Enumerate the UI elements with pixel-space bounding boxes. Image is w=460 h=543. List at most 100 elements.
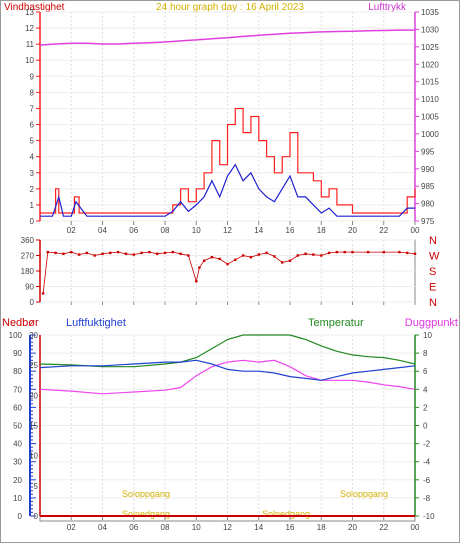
temperature-tick-label: -4 bbox=[423, 458, 431, 467]
y-right-tick-label: 1025 bbox=[421, 43, 439, 52]
temperature-tick-label: 4 bbox=[423, 385, 428, 394]
x-tick-label: 02 bbox=[67, 523, 76, 532]
temperature-axis-title: Temperatur bbox=[308, 317, 364, 329]
y-left-tick-label: 9 bbox=[30, 72, 35, 81]
temperature-series-line bbox=[39, 334, 416, 368]
x-tick-label: 10 bbox=[192, 523, 201, 532]
y-right-tick-label: 1005 bbox=[421, 113, 439, 122]
x-tick-label: 08 bbox=[161, 226, 170, 235]
y-left-tick-label: 0 bbox=[30, 217, 35, 226]
y-left-tick-label: 180 bbox=[21, 267, 35, 276]
x-tick-label: 00 bbox=[411, 226, 420, 235]
y-left-tick-label: 5 bbox=[30, 137, 35, 146]
compass-label: W bbox=[429, 251, 440, 263]
direction-point bbox=[41, 292, 45, 295]
x-tick-label: 18 bbox=[317, 523, 326, 532]
axes-layer: 0123456789101112139759809859909951000100… bbox=[9, 8, 440, 532]
wind-speed-axis-title: Vindhastighet bbox=[4, 2, 65, 13]
x-tick-label: 16 bbox=[286, 226, 295, 235]
x-tick-label: 08 bbox=[161, 523, 170, 532]
precip-tick-label: 25 bbox=[29, 361, 38, 370]
y-left-tick-label: 6 bbox=[30, 121, 35, 130]
x-tick-label: 18 bbox=[317, 226, 326, 235]
precip-tick-label: 0 bbox=[34, 512, 39, 521]
compass-label: E bbox=[429, 282, 436, 294]
y-left-tick-label: 4 bbox=[30, 153, 35, 162]
y-left-tick-label: 360 bbox=[21, 236, 35, 245]
y-right-tick-label: 985 bbox=[421, 182, 435, 191]
precip-tick-label: 15 bbox=[29, 422, 38, 431]
y-left-tick-label: 13 bbox=[25, 8, 34, 17]
humidity-tick-label: 20 bbox=[13, 476, 22, 485]
y-right-tick-label: 990 bbox=[421, 165, 435, 174]
humidity-axis-title: Luftfuktighet bbox=[66, 317, 126, 329]
precip-tick-label: 5 bbox=[34, 482, 39, 491]
humidity-tick-label: 100 bbox=[9, 331, 23, 340]
x-tick-label: 12 bbox=[223, 523, 232, 532]
y-left-tick-label: 270 bbox=[21, 252, 35, 261]
sunset-label-mid: Solnedgang bbox=[262, 509, 310, 519]
y-left-tick-label: 1 bbox=[30, 201, 35, 210]
humidity-tick-label: 50 bbox=[13, 422, 22, 431]
direction-series-line bbox=[42, 251, 416, 294]
x-tick-label: 12 bbox=[223, 226, 232, 235]
sunrise-label: Soloppgang bbox=[122, 489, 170, 499]
precip-tick-label: 30 bbox=[29, 331, 38, 340]
pressure-series-line bbox=[39, 29, 415, 46]
sunrise-label-right: Soloppgang bbox=[340, 489, 388, 499]
y-left-tick-label: 7 bbox=[30, 104, 35, 113]
y-right-tick-label: 980 bbox=[421, 200, 435, 209]
x-tick-label: 02 bbox=[67, 226, 76, 235]
temperature-tick-label: -6 bbox=[423, 476, 431, 485]
dewpoint-axis-title: Duggpunkt bbox=[405, 317, 458, 329]
y-left-tick-label: 2 bbox=[30, 185, 35, 194]
humidity-tick-label: 0 bbox=[18, 512, 23, 521]
temperature-tick-label: 2 bbox=[423, 403, 428, 412]
humidity-tick-label: 40 bbox=[13, 440, 22, 449]
x-tick-label: 20 bbox=[348, 523, 357, 532]
pressure-axis-title: Lufttrykk bbox=[368, 2, 407, 13]
temperature-tick-label: 8 bbox=[423, 349, 428, 358]
humidity-tick-label: 60 bbox=[13, 403, 22, 412]
x-tick-label: 22 bbox=[379, 523, 388, 532]
y-right-tick-label: 1035 bbox=[421, 8, 439, 17]
wind-gust-series-line bbox=[40, 107, 416, 214]
y-left-tick-label: 10 bbox=[25, 56, 34, 65]
precip-tick-label: 10 bbox=[29, 452, 38, 461]
x-tick-label: 06 bbox=[129, 523, 138, 532]
y-left-tick-label: 11 bbox=[26, 40, 35, 49]
y-right-tick-label: 1020 bbox=[421, 60, 439, 69]
temperature-tick-label: 0 bbox=[423, 422, 428, 431]
humidity-tick-label: 30 bbox=[13, 458, 22, 467]
x-tick-label: 10 bbox=[192, 226, 201, 235]
y-right-tick-label: 1010 bbox=[421, 95, 439, 104]
temperature-tick-label: 10 bbox=[423, 331, 432, 340]
humidity-series-line bbox=[39, 359, 416, 381]
y-left-tick-label: 8 bbox=[30, 88, 35, 97]
x-tick-label: 14 bbox=[254, 523, 263, 532]
y-right-tick-label: 1000 bbox=[421, 130, 439, 139]
x-tick-label: 22 bbox=[379, 226, 388, 235]
y-right-tick-label: 995 bbox=[421, 147, 435, 156]
y-right-tick-label: 1015 bbox=[421, 78, 439, 87]
x-tick-label: 04 bbox=[98, 523, 107, 532]
y-right-tick-label: 1030 bbox=[421, 25, 439, 34]
precip-axis-title: Nedbør bbox=[2, 317, 39, 329]
compass-label: S bbox=[429, 266, 436, 278]
x-tick-label: 04 bbox=[98, 226, 107, 235]
dewpoint-series-line bbox=[39, 359, 416, 395]
humidity-tick-label: 70 bbox=[13, 385, 22, 394]
compass-label: N bbox=[429, 235, 437, 247]
series-layer bbox=[39, 29, 417, 517]
temperature-tick-label: -2 bbox=[423, 440, 431, 449]
y-left-tick-label: 3 bbox=[30, 169, 35, 178]
x-tick-label: 14 bbox=[254, 226, 263, 235]
precip-tick-label: 20 bbox=[29, 391, 38, 400]
x-tick-label: 06 bbox=[129, 226, 138, 235]
y-right-tick-label: 975 bbox=[421, 217, 435, 226]
sunset-label-left: Solnedgang bbox=[122, 509, 170, 519]
y-left-tick-label: 0 bbox=[30, 298, 35, 307]
x-tick-label: 16 bbox=[286, 523, 295, 532]
